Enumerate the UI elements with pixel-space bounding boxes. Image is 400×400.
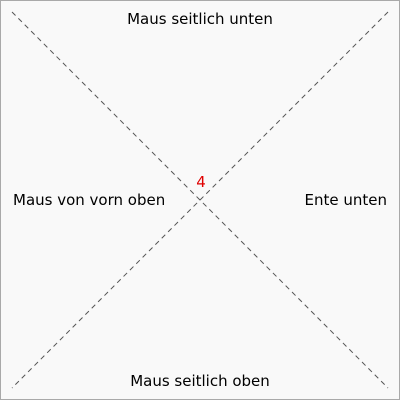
center-number: 4 [196, 173, 206, 191]
label-right: Ente unten [304, 191, 388, 209]
label-top: Maus seitlich unten [127, 10, 273, 28]
label-bottom: Maus seitlich oben [130, 372, 270, 390]
label-left: Maus von vorn oben [13, 191, 166, 209]
diagonal-top-right-to-bottom-left [11, 11, 389, 389]
